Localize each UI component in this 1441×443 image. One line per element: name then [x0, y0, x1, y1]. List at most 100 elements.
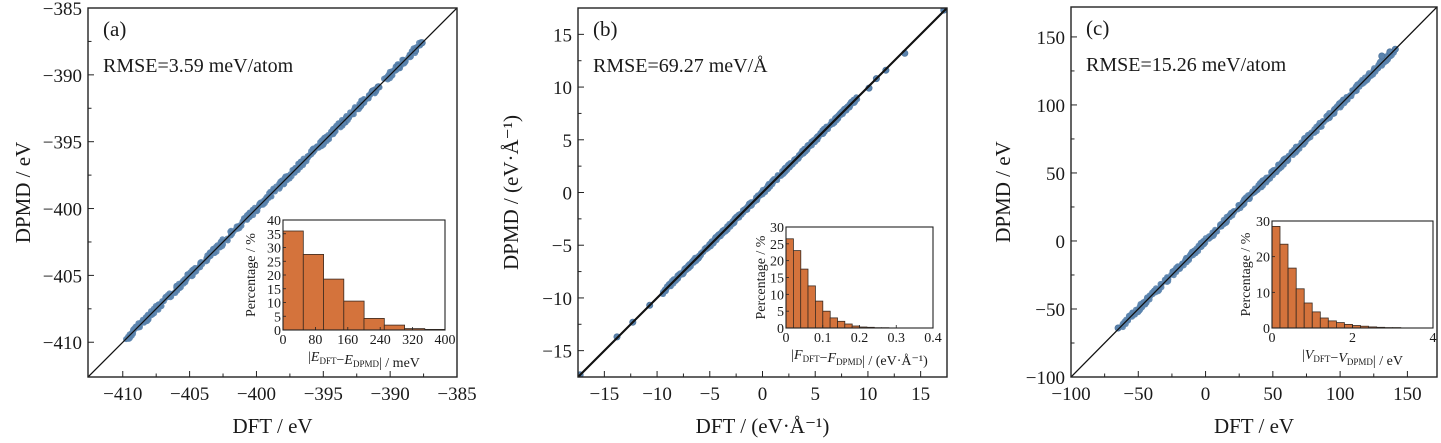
plot-area: [578, 8, 947, 377]
subscript: DFT: [1313, 354, 1331, 364]
scatter-point: [320, 140, 327, 147]
y-tick-label: −15: [542, 342, 572, 363]
inset-x-tick-label: 160: [337, 333, 358, 348]
inset-y-tick-label: 30: [267, 242, 281, 257]
y-axis-title: DPMD / eV: [11, 142, 35, 244]
inset-y-tick-label: 40: [267, 214, 281, 229]
x-tick-label: −15: [589, 384, 619, 405]
inset-x-tick-label: 0.3: [888, 331, 906, 346]
inset-y-tick-label: 25: [267, 255, 281, 270]
y-tick-label: 0: [563, 184, 573, 205]
scatter-point: [1152, 289, 1159, 296]
scatter-point: [199, 261, 206, 268]
scatter-point: [1329, 111, 1336, 118]
panel-label: (c): [1086, 16, 1109, 40]
y-tick-label: −395: [43, 133, 82, 154]
histogram-bar: [1327, 320, 1337, 329]
inset-x-tick-label: 0.4: [924, 331, 942, 346]
label-part: | / (eV·Å⁻¹): [862, 353, 928, 369]
scatter-point: [233, 223, 240, 230]
inset-y-tick-label: 20: [1256, 251, 1270, 266]
x-tick-label: 15: [911, 384, 930, 405]
inset-x-tick-label: 320: [402, 333, 423, 348]
inset-x-tick-label: 0.2: [851, 331, 869, 346]
axes-frame: [87, 7, 458, 378]
x-tick-label: −410: [103, 384, 142, 405]
x-tick-label: 5: [810, 384, 820, 405]
histogram-bar: [793, 250, 802, 329]
label-part: V: [1338, 351, 1348, 366]
scatter-point: [1353, 86, 1359, 93]
label-part: V: [1305, 348, 1315, 363]
y-tick-label: −50: [1035, 300, 1065, 321]
inset-y-axis-title: Percentage / %: [754, 235, 769, 319]
label-part: −: [337, 353, 345, 368]
y-axis-title: DPMD / (eV·Å⁻¹): [499, 115, 523, 270]
reference-line-y-equals-x: [578, 8, 947, 377]
x-tick-label: −390: [371, 384, 410, 405]
histogram-bar: [785, 238, 794, 329]
inset-y-tick-label: 30: [770, 221, 784, 236]
inset-histogram: 0 80 160 240 320 4000510152025303540|EDFT−EDP…: [244, 214, 456, 371]
y-tick-label: 50: [1046, 164, 1065, 185]
scatter-point: [1384, 55, 1391, 62]
histogram-bar: [844, 323, 853, 329]
x-tick-label: −385: [437, 384, 476, 405]
inset-x-tick-label: 400: [435, 333, 456, 348]
scatter-point: [272, 188, 278, 195]
scatter-point: [1199, 242, 1206, 248]
inset-y-tick-label: 10: [267, 297, 281, 312]
y-tick-label: 0: [1056, 232, 1066, 253]
histogram-bar: [800, 268, 809, 329]
subscript: DFT: [319, 356, 337, 366]
plot-area: [88, 8, 457, 377]
histogram-bar: [1287, 267, 1297, 329]
inset-x-tick-label: 0: [1269, 331, 1276, 346]
inset-y-tick-label: 0: [274, 324, 281, 339]
histogram-bar: [829, 317, 838, 329]
scatter-point: [349, 111, 356, 118]
label-part: −: [820, 351, 828, 366]
histogram-bar: [343, 300, 365, 331]
subscript: DPMD: [836, 357, 863, 367]
panel-label: (b): [593, 17, 618, 41]
x-tick-label: −50: [1123, 384, 1153, 405]
rmse-annotation: RMSE=15.26 meV/atom: [1086, 54, 1287, 76]
histogram-bar: [282, 230, 304, 331]
y-tick-label: −410: [43, 333, 82, 354]
y-tick-label: 10: [553, 78, 572, 99]
x-axis-title: DFT / eV: [1214, 414, 1294, 438]
x-tick-label: 10: [858, 384, 877, 405]
x-axis-title: DFT / (eV·Å⁻¹): [696, 414, 830, 438]
inset-y-tick-label: 10: [1256, 286, 1270, 301]
label-part: F: [793, 348, 803, 363]
inset-y-axis-title: Percentage / %: [1239, 232, 1254, 316]
x-tick-label: −395: [304, 384, 343, 405]
inset-y-tick-label: 15: [770, 272, 784, 287]
x-tick-label: −405: [170, 384, 209, 405]
histogram-bar: [1295, 288, 1305, 329]
scatter-point-outlier: [1114, 324, 1122, 332]
label-part: −: [1330, 351, 1338, 366]
reference-line-y-equals-x: [1071, 7, 1437, 377]
inset-y-tick-label: 20: [770, 255, 784, 270]
inset-x-tick-label: 240: [370, 333, 391, 348]
scatter-point: [1191, 247, 1198, 254]
inset-y-tick-label: 20: [267, 269, 281, 284]
scatter-point: [1318, 122, 1325, 129]
x-axis-title: DFT / eV: [232, 414, 312, 438]
scatter-point-outlier: [1378, 52, 1386, 60]
x-tick-label: −100: [1051, 384, 1090, 405]
scatter-point: [1278, 163, 1285, 170]
histogram-bar: [1319, 317, 1329, 329]
scatter-point-outlier: [339, 119, 347, 127]
inset-y-tick-label: 0: [1263, 322, 1270, 337]
scatter-point: [387, 72, 394, 79]
y-tick-label: 5: [563, 131, 573, 152]
histogram-bar: [1336, 322, 1345, 329]
scatter-point-outlier: [369, 87, 377, 95]
subscript: DFT: [803, 354, 821, 364]
inset-y-tick-label: 0: [777, 322, 784, 337]
